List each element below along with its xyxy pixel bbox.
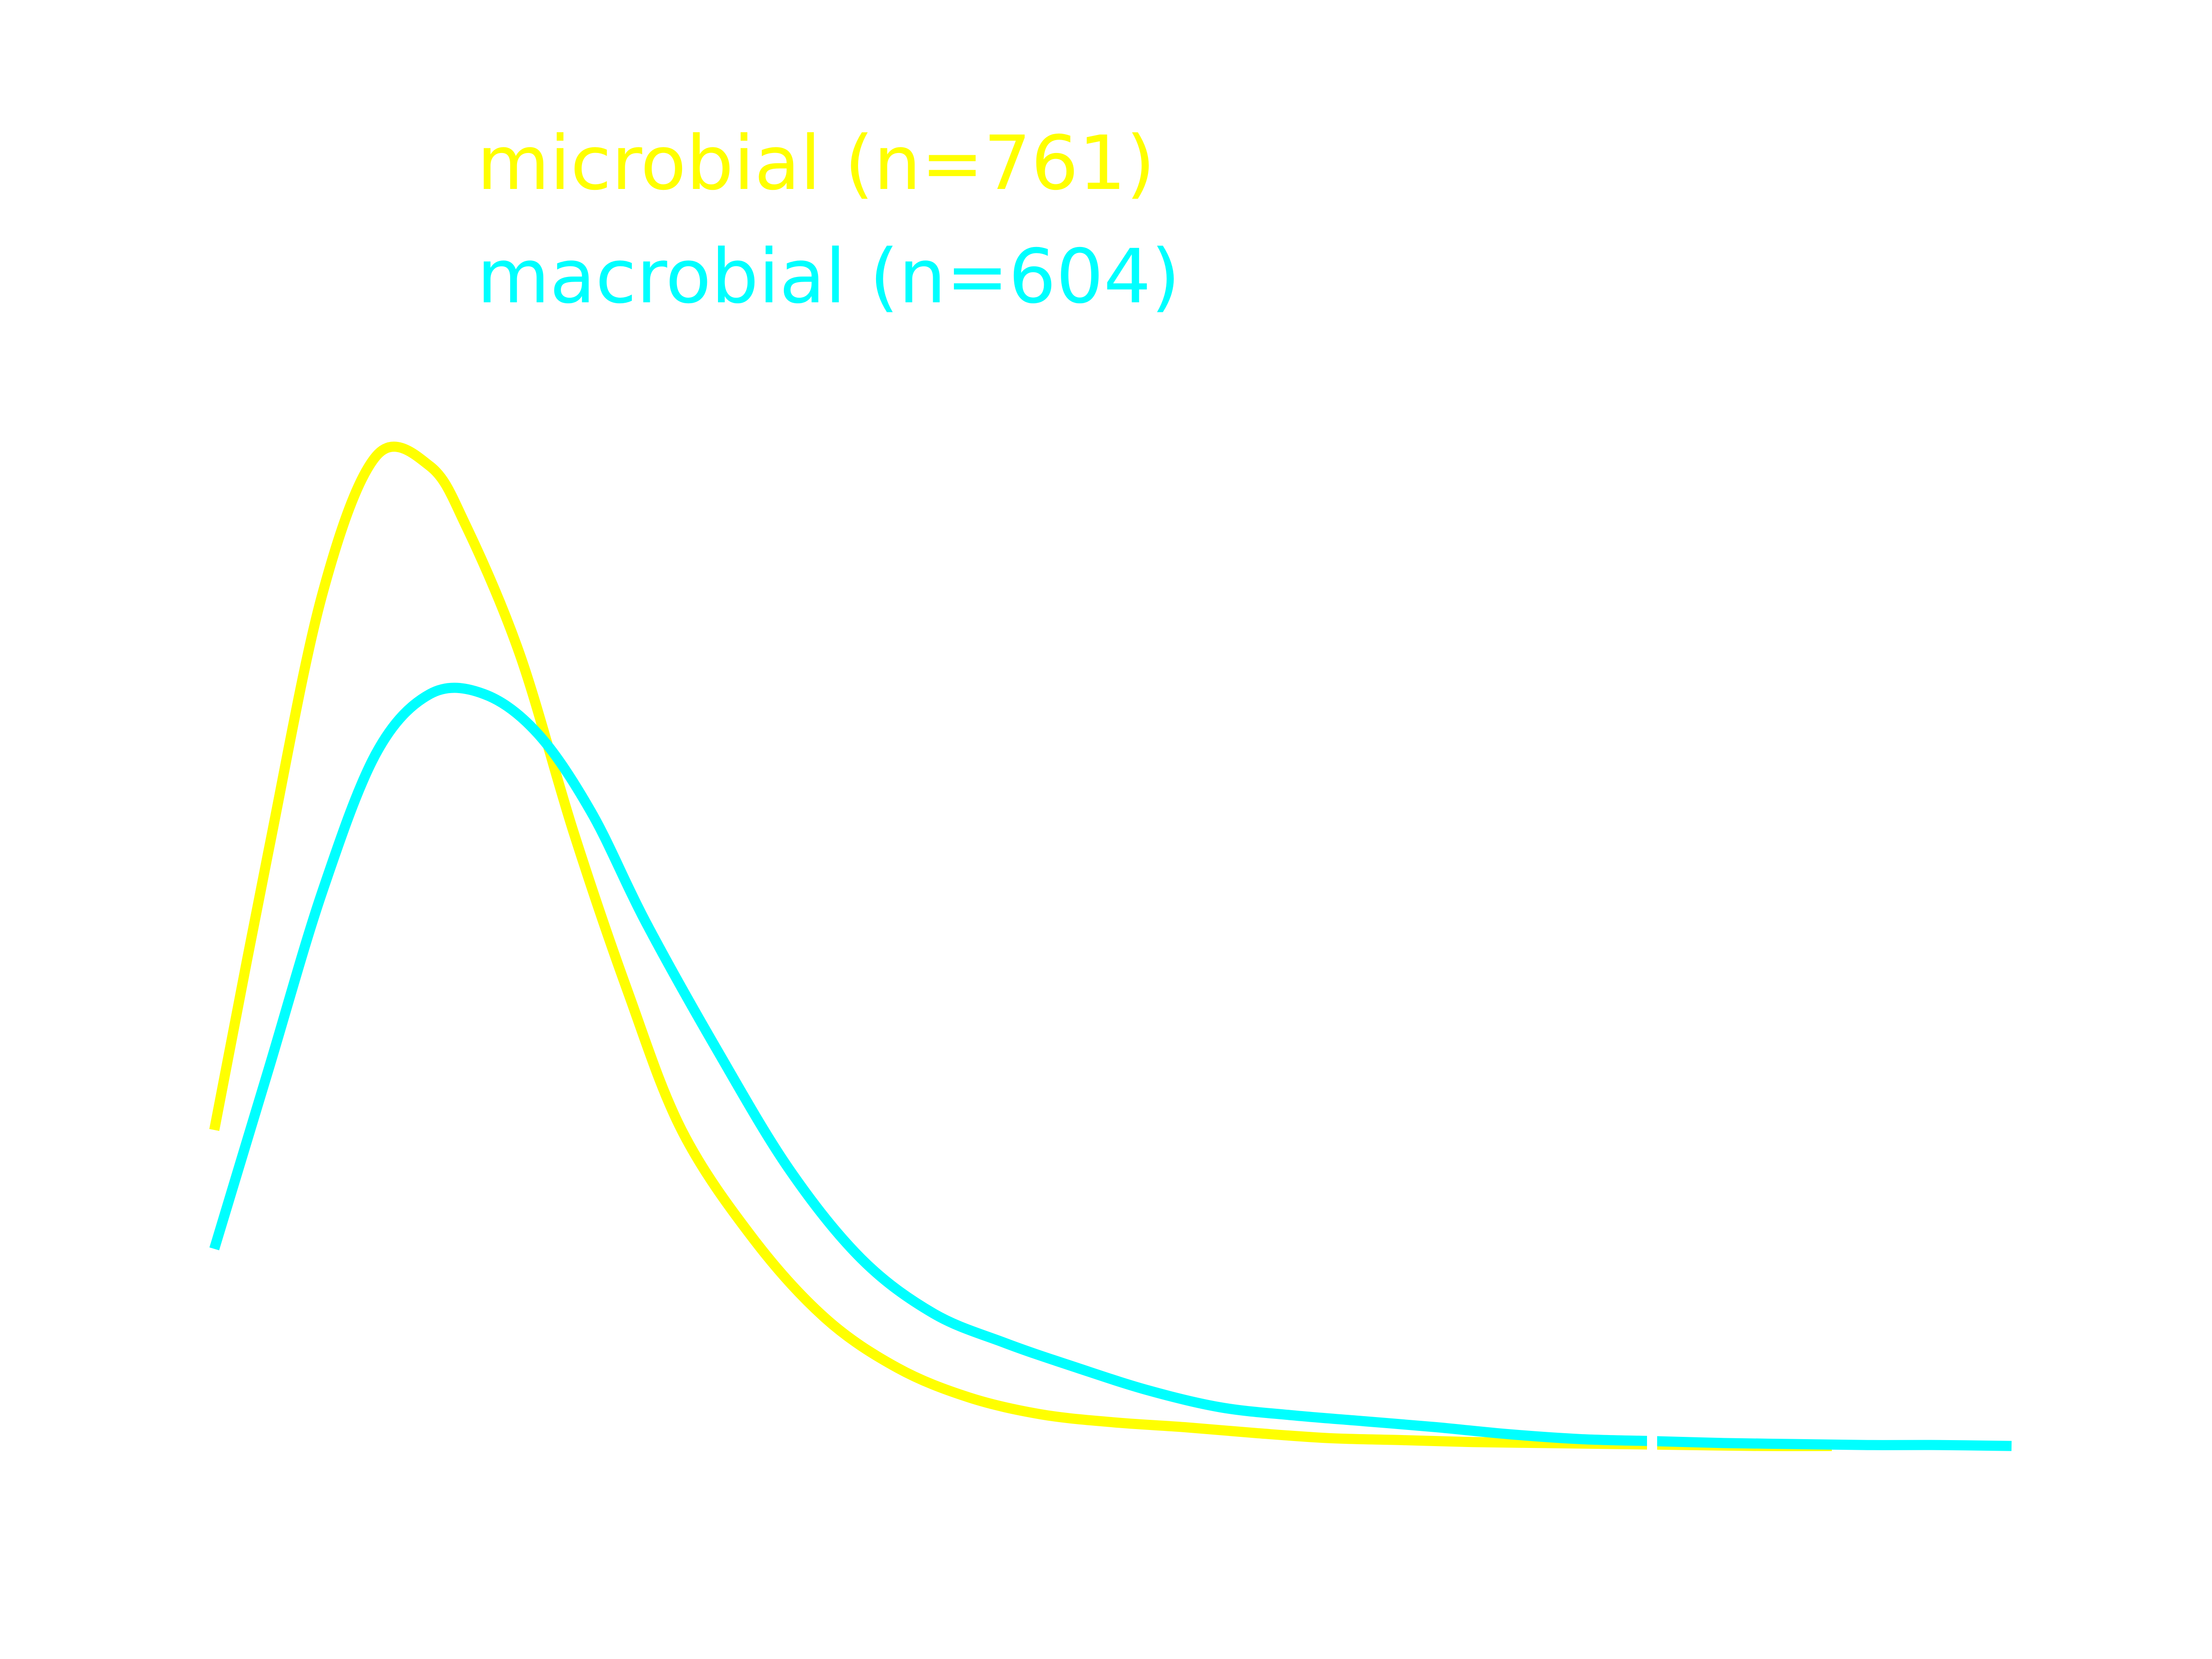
legend-entry-microbial: microbial (n=761) (477, 120, 1155, 207)
series-line-microbial (209, 441, 1832, 1451)
series-layer (209, 441, 2012, 1451)
series-line-macrobial (209, 682, 2012, 1451)
legend-entry-macrobial: macrobial (n=604) (477, 234, 1180, 320)
legend: microbial (n=761) macrobial (n=604) (477, 107, 1180, 334)
